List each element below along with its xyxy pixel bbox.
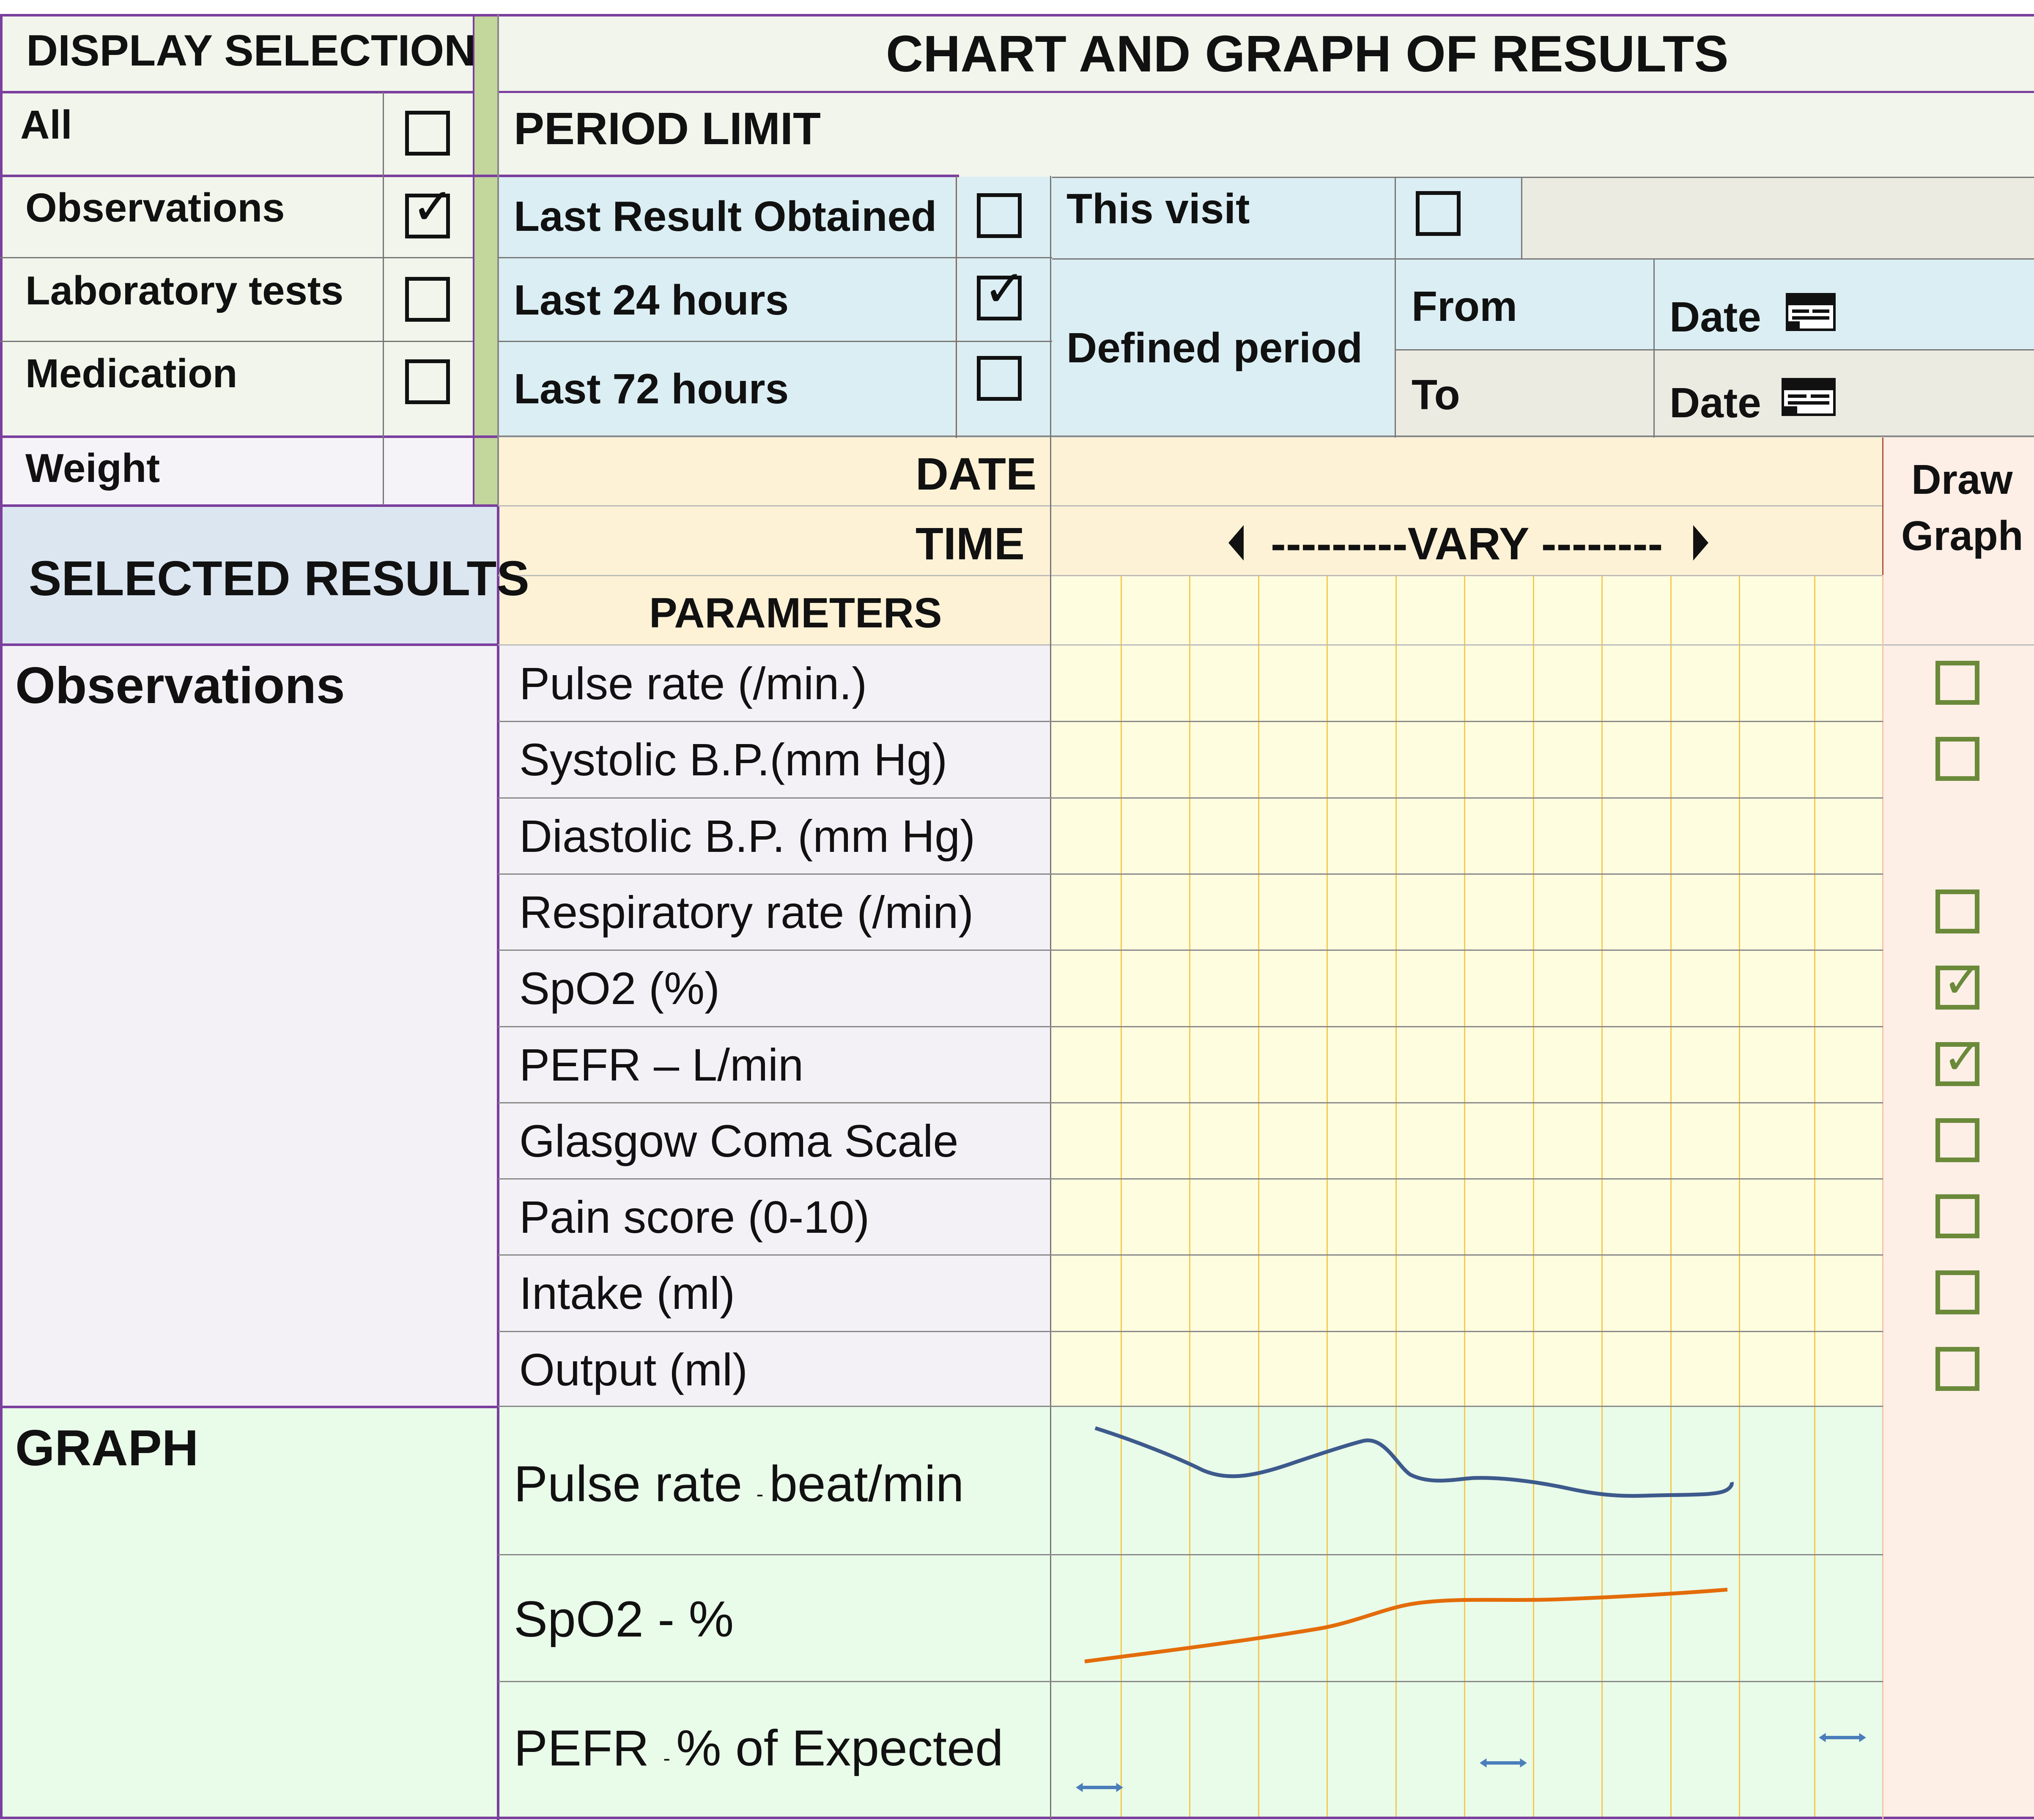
parameter-label: Pulse rate (/min.) bbox=[519, 658, 867, 709]
grid-column-line bbox=[1327, 575, 1328, 1817]
check-icon: ✓ bbox=[983, 260, 1026, 317]
period-last-result-checkbox[interactable]: ✓ bbox=[977, 193, 1022, 238]
period-this-visit-checkbox[interactable]: ✓ bbox=[1416, 191, 1461, 236]
grid-column-line bbox=[1464, 575, 1465, 1817]
period-last-result-label: Last Result Obtained bbox=[514, 193, 937, 240]
grid-column-line bbox=[1395, 575, 1397, 1817]
date-row-label: DATE bbox=[916, 448, 1036, 499]
pulse-line bbox=[1094, 1426, 1734, 1498]
draw-graph-checkbox[interactable] bbox=[1935, 889, 1979, 933]
from-label: From bbox=[1412, 283, 1517, 330]
selected-results-title: SELECTED RESULTS bbox=[29, 551, 529, 606]
vary-label: ---------VARY -------- bbox=[1271, 518, 1663, 569]
draw-graph-checkbox[interactable] bbox=[1935, 1347, 1979, 1391]
filter-checkbox-all[interactable]: ✓ bbox=[405, 111, 450, 156]
parameter-label: Pain score (0-10) bbox=[519, 1191, 870, 1243]
grid-column-line bbox=[1739, 575, 1740, 1817]
draw-graph-checkbox[interactable] bbox=[1935, 1194, 1979, 1238]
grid-column-line bbox=[1121, 575, 1122, 1817]
parameter-label: Glasgow Coma Scale bbox=[519, 1115, 959, 1166]
draw-graph-checkbox[interactable] bbox=[1935, 661, 1979, 705]
pefr-marker-2 bbox=[1480, 1758, 1527, 1768]
grid-column-line bbox=[1670, 575, 1672, 1817]
pefr-marker-3 bbox=[1819, 1733, 1866, 1742]
parameter-label: Diastolic B.P. (mm Hg) bbox=[519, 810, 976, 862]
filter-label-all: All bbox=[20, 102, 72, 148]
period-limit-title: PERIOD LIMIT bbox=[514, 103, 821, 154]
graph-row-spo2-label: SpO2 - % bbox=[514, 1591, 734, 1648]
draw-graph-checkbox[interactable]: ✓ bbox=[1935, 1034, 1982, 1086]
grid-column-line bbox=[1601, 575, 1603, 1817]
weight-field[interactable] bbox=[384, 438, 473, 504]
calendar-icon[interactable] bbox=[1785, 293, 1836, 331]
filter-checkbox-medication[interactable]: ✓ bbox=[405, 359, 450, 404]
draw-graph-label-line1: Draw bbox=[1911, 456, 2013, 503]
graph-section-title: GRAPH bbox=[15, 1420, 199, 1476]
to-date-label: Date bbox=[1669, 379, 1761, 427]
parameter-label: PEFR – L/min bbox=[519, 1039, 804, 1090]
parameters-header: PARAMETERS bbox=[649, 589, 942, 637]
filter-label-observations: Observations bbox=[25, 185, 285, 230]
scroll-left-arrow-icon[interactable] bbox=[1228, 525, 1244, 561]
defined-period-label: Defined period bbox=[1066, 324, 1363, 372]
display-selection-title: DISPLAY SELECTION bbox=[26, 26, 476, 75]
period-last-72-label: Last 72 hours bbox=[514, 365, 789, 413]
filter-checkbox-observations[interactable]: ✓ bbox=[405, 181, 454, 238]
grid-column-line bbox=[1189, 575, 1190, 1817]
draw-graph-checkbox[interactable]: ✓ bbox=[1935, 958, 1982, 1010]
weight-label: Weight bbox=[25, 446, 160, 491]
graph-row-pefr-label: PEFR - % of Expected bbox=[514, 1720, 1003, 1776]
parameter-label: SpO2 (%) bbox=[519, 963, 720, 1014]
scroll-right-arrow-icon[interactable] bbox=[1693, 525, 1708, 561]
results-graph bbox=[1076, 1426, 1866, 1792]
pefr-marker-1 bbox=[1076, 1783, 1123, 1792]
page-title: CHART AND GRAPH OF RESULTS bbox=[886, 25, 1729, 82]
spo2-line bbox=[1084, 1587, 1728, 1664]
parameter-label: Output (ml) bbox=[519, 1344, 748, 1395]
parameter-label: Respiratory rate (/min) bbox=[519, 887, 974, 938]
period-last-24-checkbox[interactable]: ✓ bbox=[977, 263, 1026, 320]
filter-checkbox-laboratory-tests[interactable]: ✓ bbox=[405, 277, 450, 322]
check-icon: ✓ bbox=[1943, 1031, 1982, 1084]
parameter-label: Intake (ml) bbox=[519, 1267, 735, 1319]
parameter-label: Systolic B.P.(mm Hg) bbox=[519, 734, 948, 785]
check-icon: ✓ bbox=[1943, 955, 1982, 1007]
filter-label-medication: Medication bbox=[25, 351, 238, 396]
from-date-label: Date bbox=[1669, 293, 1761, 341]
calendar-icon[interactable] bbox=[1781, 378, 1836, 416]
filter-label-laboratory-tests: Laboratory tests bbox=[25, 268, 344, 313]
check-icon: ✓ bbox=[411, 178, 454, 235]
graph-row-pulse-label: Pulse rate - beat/min bbox=[514, 1456, 964, 1512]
draw-graph-checkbox[interactable] bbox=[1935, 737, 1979, 781]
period-this-visit-label: This visit bbox=[1066, 185, 1250, 233]
period-last-24-label: Last 24 hours bbox=[514, 276, 789, 324]
time-row-label: TIME bbox=[916, 518, 1025, 569]
draw-graph-checkbox[interactable] bbox=[1935, 1270, 1979, 1314]
draw-graph-checkbox[interactable] bbox=[1935, 1118, 1979, 1162]
grid-column-line bbox=[1533, 575, 1534, 1817]
period-last-72-checkbox[interactable]: ✓ bbox=[977, 356, 1022, 401]
observations-section-label: Observations bbox=[15, 657, 345, 714]
draw-graph-label-line2: Graph bbox=[1901, 512, 2023, 559]
grid-column-line bbox=[1814, 575, 1815, 1817]
to-label: To bbox=[1412, 371, 1460, 419]
grid-column-line bbox=[1258, 575, 1259, 1817]
